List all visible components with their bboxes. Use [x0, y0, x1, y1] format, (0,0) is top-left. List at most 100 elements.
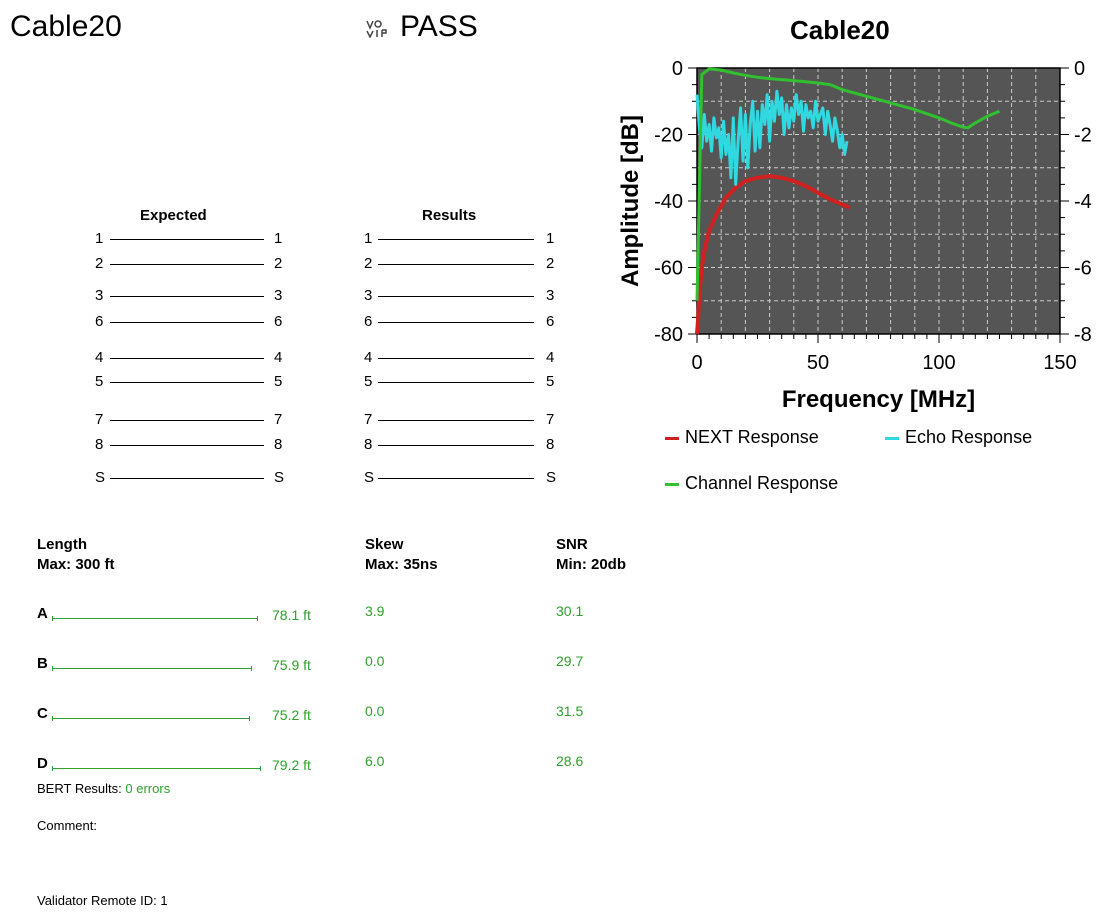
- results-pin-left: 8: [364, 436, 373, 453]
- legend-echo: Echo Response: [885, 427, 1032, 448]
- snr-value: 31.5: [556, 703, 584, 719]
- snr-value: 28.6: [556, 753, 584, 769]
- expected-pin-left: 1: [95, 230, 104, 247]
- results-wire: [378, 296, 534, 297]
- x-tick-label: 0: [691, 352, 702, 374]
- y-tick-label: -80: [654, 324, 683, 346]
- results-pin-right: 4: [546, 349, 555, 366]
- y-tick-label: -60: [654, 258, 683, 280]
- remote-value: 1: [160, 893, 168, 908]
- expected-pin-right: 4: [274, 349, 283, 366]
- results-wire: [378, 445, 534, 446]
- results-pin-right: 2: [546, 255, 555, 272]
- legend-echo-label: Echo Response: [905, 427, 1033, 447]
- status-pass: PASS: [400, 10, 478, 43]
- channel-response-line: [695, 67, 1001, 301]
- length-max: Max: 300 ft: [37, 556, 115, 573]
- results-wire: [378, 322, 534, 323]
- results-pin-right: 5: [546, 373, 555, 390]
- echo-swatch: [885, 436, 899, 440]
- legend-next: NEXT Response: [665, 427, 819, 448]
- length-value: 78.1 ft: [272, 607, 311, 623]
- results-wire: [378, 264, 534, 265]
- length-value: 75.2 ft: [272, 707, 311, 723]
- pair-label: A: [37, 605, 48, 622]
- skew-label: Skew: [365, 536, 404, 553]
- length-value: 79.2 ft: [272, 757, 311, 773]
- results-pin-left: 6: [364, 313, 373, 330]
- skew-value: 3.9: [365, 603, 385, 619]
- expected-pin-right: 8: [274, 436, 283, 453]
- results-label: Results: [422, 207, 477, 224]
- expected-wire: [110, 264, 264, 265]
- results-pin-right: 7: [546, 411, 555, 428]
- expected-pin-left: 4: [95, 349, 104, 366]
- expected-pin-left: 6: [95, 313, 104, 330]
- legend-channel-label: Channel Response: [685, 473, 839, 493]
- results-pin-left: S: [364, 469, 375, 486]
- snr-min: Min: 20db: [556, 556, 626, 573]
- expected-wire: [110, 358, 264, 359]
- skew-value: 6.0: [365, 753, 385, 769]
- results-wire: [378, 358, 534, 359]
- results-wire: [378, 239, 534, 240]
- results-pin-left: 1: [364, 230, 373, 247]
- expected-pin-right: 5: [274, 373, 283, 390]
- length-value: 75.9 ft: [272, 657, 311, 673]
- bert-label: BERT Results:: [37, 781, 122, 796]
- snr-header: SNR Min: 20db: [556, 535, 626, 575]
- x-tick-label: 150: [1043, 352, 1076, 374]
- results-pin-right: 8: [546, 436, 555, 453]
- y-axis-label: Amplitude [dB]: [617, 115, 644, 287]
- skew-header: Skew Max: 35ns: [365, 535, 438, 575]
- expected-pin-right: 2: [274, 255, 283, 272]
- length-label: Length: [37, 536, 87, 553]
- expected-pin-left: 8: [95, 436, 104, 453]
- x-tick-label: 50: [807, 352, 829, 374]
- results-pin-left: 3: [364, 287, 373, 304]
- expected-wire: [110, 239, 264, 240]
- expected-pin-left: 7: [95, 411, 104, 428]
- frequency-chart: 0 50 100 150 0 -20 -40 -60 -80 0 -2 -4 -6 -8 Frequency…: [617, 58, 1092, 413]
- skew-value: 0.0: [365, 653, 385, 669]
- validator-remote-id: Validator Remote ID: 1: [37, 893, 168, 908]
- channel-swatch: [665, 482, 679, 486]
- expected-pin-right: 1: [274, 230, 283, 247]
- length-bar: [52, 616, 258, 621]
- x-axis-label: Frequency [MHz]: [782, 386, 975, 413]
- skew-max: Max: 35ns: [365, 556, 438, 573]
- expected-wire: [110, 445, 264, 446]
- results-pin-left: 4: [364, 349, 373, 366]
- length-bar: [52, 766, 261, 771]
- expected-wire: [110, 478, 264, 479]
- snr-value: 30.1: [556, 603, 584, 619]
- legend-next-label: NEXT Response: [685, 427, 819, 447]
- y-tick-label: 0: [672, 58, 683, 80]
- next-response-line: [695, 174, 851, 335]
- results-wire: [378, 478, 534, 479]
- expected-pin-left: 5: [95, 373, 104, 390]
- results-pin-left: 7: [364, 411, 373, 428]
- expected-pin-right: 3: [274, 287, 283, 304]
- cable-title: Cable20: [10, 10, 122, 43]
- expected-pin-right: 6: [274, 313, 283, 330]
- expected-label: Expected: [140, 207, 207, 224]
- expected-pin-right: 7: [274, 411, 283, 428]
- next-swatch: [665, 436, 679, 440]
- x-tick-label: 100: [922, 352, 955, 374]
- comment-label: Comment:: [37, 818, 97, 833]
- chart-title: Cable20: [790, 15, 890, 45]
- y-tick-label-right: -6: [1074, 258, 1092, 280]
- length-header: Length Max: 300 ft: [37, 535, 115, 575]
- results-pin-left: 2: [364, 255, 373, 272]
- results-pin-right: 6: [546, 313, 555, 330]
- expected-pin-left: S: [95, 469, 106, 486]
- length-bar: [52, 666, 252, 671]
- y-tick-label-right: -8: [1074, 324, 1092, 346]
- pair-label: D: [37, 755, 48, 772]
- echo-response-line: [695, 89, 849, 186]
- expected-pin-left: 2: [95, 255, 104, 272]
- length-bar: [52, 716, 250, 721]
- results-pin-right: 3: [546, 287, 555, 304]
- expected-wire: [110, 420, 264, 421]
